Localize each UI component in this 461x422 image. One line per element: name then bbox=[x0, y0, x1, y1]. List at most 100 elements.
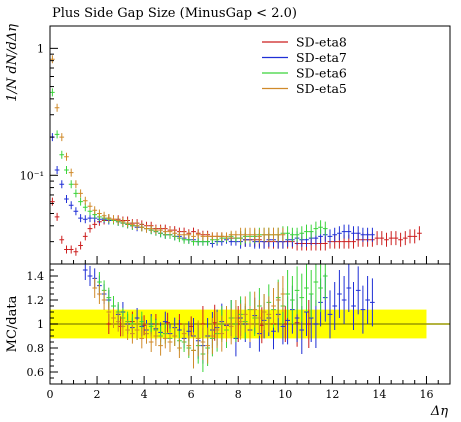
data-point-sd-eta5 bbox=[275, 227, 281, 242]
ratio-point-sd-eta5 bbox=[153, 326, 159, 346]
ratio-point-sd-eta8 bbox=[141, 315, 147, 336]
ratio-point-sd-eta5 bbox=[195, 320, 201, 357]
data-point-sd-eta7 bbox=[327, 229, 333, 244]
data-point-sd-eta5 bbox=[144, 224, 149, 233]
data-point-sd-eta8 bbox=[50, 197, 55, 206]
data-point-sd-eta5 bbox=[242, 227, 248, 242]
ratio-point-sd-eta5 bbox=[167, 332, 173, 352]
ratio-point-sd-eta5 bbox=[125, 320, 130, 340]
ratio-point-sd-eta8 bbox=[306, 300, 312, 348]
ratio-point-sd-eta6 bbox=[290, 276, 295, 324]
ratio-point-sd-eta7 bbox=[341, 276, 347, 324]
data-point-sd-eta5 bbox=[106, 214, 112, 223]
ratio-point-sd-eta7 bbox=[355, 266, 361, 315]
ratio-point-sd-eta8 bbox=[212, 304, 218, 341]
data-point-sd-eta5 bbox=[191, 232, 196, 241]
data-point-sd-eta5 bbox=[162, 227, 168, 236]
data-point-sd-eta6 bbox=[73, 189, 79, 198]
data-point-sd-eta6 bbox=[78, 197, 83, 206]
ratio-point-sd-eta5 bbox=[162, 328, 168, 349]
legend-label: SD-eta5 bbox=[296, 81, 347, 96]
data-point-sd-eta6 bbox=[290, 227, 295, 242]
ratio-point-sd-eta5 bbox=[111, 308, 116, 328]
data-point-sd-eta5 bbox=[195, 230, 201, 239]
series-sd-eta6 bbox=[50, 88, 328, 246]
data-point-sd-eta7 bbox=[78, 214, 83, 223]
ratio-point-sd-eta5 bbox=[238, 303, 243, 340]
x-tick-label: 0 bbox=[47, 388, 54, 401]
ratio-point-sd-eta5 bbox=[139, 328, 145, 349]
legend-item-sd-eta8: SD-eta8 bbox=[262, 35, 347, 50]
data-point-sd-eta5 bbox=[224, 232, 229, 241]
data-point-sd-eta6 bbox=[68, 180, 74, 189]
ratio-point-sd-eta5 bbox=[191, 332, 196, 369]
data-point-sd-eta7 bbox=[341, 224, 347, 239]
data-point-sd-eta5 bbox=[134, 221, 140, 230]
data-point-sd-eta7 bbox=[346, 224, 352, 239]
data-point-sd-eta5 bbox=[210, 232, 215, 241]
data-point-sd-eta6 bbox=[64, 166, 69, 174]
data-point-sd-eta8 bbox=[412, 229, 418, 244]
x-tick-label: 2 bbox=[94, 388, 101, 401]
ratio-point-sd-eta7 bbox=[82, 264, 88, 280]
data-point-sd-eta7 bbox=[332, 227, 338, 242]
ratio-point-sd-eta5 bbox=[266, 296, 272, 333]
ratio-point-sd-eta7 bbox=[332, 282, 338, 330]
data-point-sd-eta7 bbox=[370, 227, 375, 242]
data-point-sd-eta5 bbox=[92, 206, 98, 215]
data-point-sd-eta5 bbox=[82, 196, 88, 205]
data-point-sd-eta8 bbox=[398, 232, 403, 247]
ratio-panel: 0.6 0.8 1 1.2 1.4 bbox=[27, 263, 451, 385]
series-sd-eta8 bbox=[50, 197, 422, 256]
ratio-point-sd-eta8 bbox=[282, 306, 288, 342]
data-point-sd-eta6 bbox=[322, 221, 328, 236]
ratio-y-axis-label: MC/data bbox=[5, 295, 20, 352]
ratio-point-sd-eta5 bbox=[247, 306, 253, 342]
ratio-point-sd-eta8 bbox=[259, 307, 265, 344]
ratio-point-sd-eta5 bbox=[280, 276, 286, 312]
ratio-point-sd-eta5 bbox=[172, 326, 178, 346]
data-point-sd-eta6 bbox=[54, 130, 60, 139]
data-point-sd-eta5 bbox=[148, 224, 154, 233]
ratio-point-sd-eta5 bbox=[148, 332, 154, 352]
data-point-sd-eta5 bbox=[54, 103, 60, 112]
ratio-point-sd-eta6 bbox=[294, 266, 300, 315]
data-point-sd-eta7 bbox=[351, 226, 356, 241]
ratio-point-sd-eta5 bbox=[233, 300, 239, 336]
data-point-sd-eta5 bbox=[177, 230, 182, 239]
data-point-sd-eta5 bbox=[214, 232, 220, 241]
ratio-point-sd-eta5 bbox=[200, 324, 206, 360]
ratio-series-sd-eta5 bbox=[92, 276, 286, 369]
data-point-sd-eta6 bbox=[318, 220, 323, 235]
data-point-sd-eta5 bbox=[130, 220, 135, 229]
legend-label: SD-eta6 bbox=[296, 66, 347, 81]
main-y-ticks: 1 10⁻¹ bbox=[20, 42, 58, 265]
ratio-point-sd-eta5 bbox=[158, 335, 163, 356]
ratio-point-sd-eta8 bbox=[188, 316, 194, 337]
ratio-y-tick-label: 0.6 bbox=[27, 366, 45, 379]
ratio-point-sd-eta5 bbox=[261, 294, 267, 330]
legend-item-sd-eta7: SD-eta7 bbox=[262, 50, 347, 65]
ratio-point-sd-eta5 bbox=[115, 311, 121, 332]
data-point-sd-eta6 bbox=[50, 88, 55, 97]
data-point-sd-eta8 bbox=[402, 231, 408, 246]
chart-title: Plus Side Gap Size (MinusGap < 2.0) bbox=[52, 6, 297, 21]
data-point-sd-eta8 bbox=[78, 241, 83, 250]
data-point-sd-eta5 bbox=[59, 133, 65, 142]
legend-label: SD-eta8 bbox=[296, 35, 347, 50]
ratio-point-sd-eta6 bbox=[322, 264, 328, 300]
ratio-point-sd-eta5 bbox=[242, 296, 248, 333]
ratio-y-ticks: 0.6 0.8 1 1.2 1.4 bbox=[27, 263, 58, 385]
data-point-sd-eta8 bbox=[388, 231, 394, 246]
ratio-point-sd-eta7 bbox=[327, 290, 333, 339]
data-point-sd-eta5 bbox=[68, 168, 74, 177]
ratio-data-marks bbox=[82, 264, 375, 372]
ratio-y-tick-label: 0.8 bbox=[27, 342, 45, 355]
data-point-sd-eta5 bbox=[78, 189, 83, 198]
ratio-point-sd-eta7 bbox=[337, 270, 342, 318]
ratio-point-sd-eta7 bbox=[370, 278, 375, 327]
ratio-y-tick-label: 1.2 bbox=[27, 294, 45, 307]
ratio-point-sd-eta7 bbox=[313, 300, 319, 348]
data-point-sd-eta7 bbox=[87, 214, 93, 223]
main-y-axis-label: 1/N dN/dΔη bbox=[5, 24, 20, 102]
